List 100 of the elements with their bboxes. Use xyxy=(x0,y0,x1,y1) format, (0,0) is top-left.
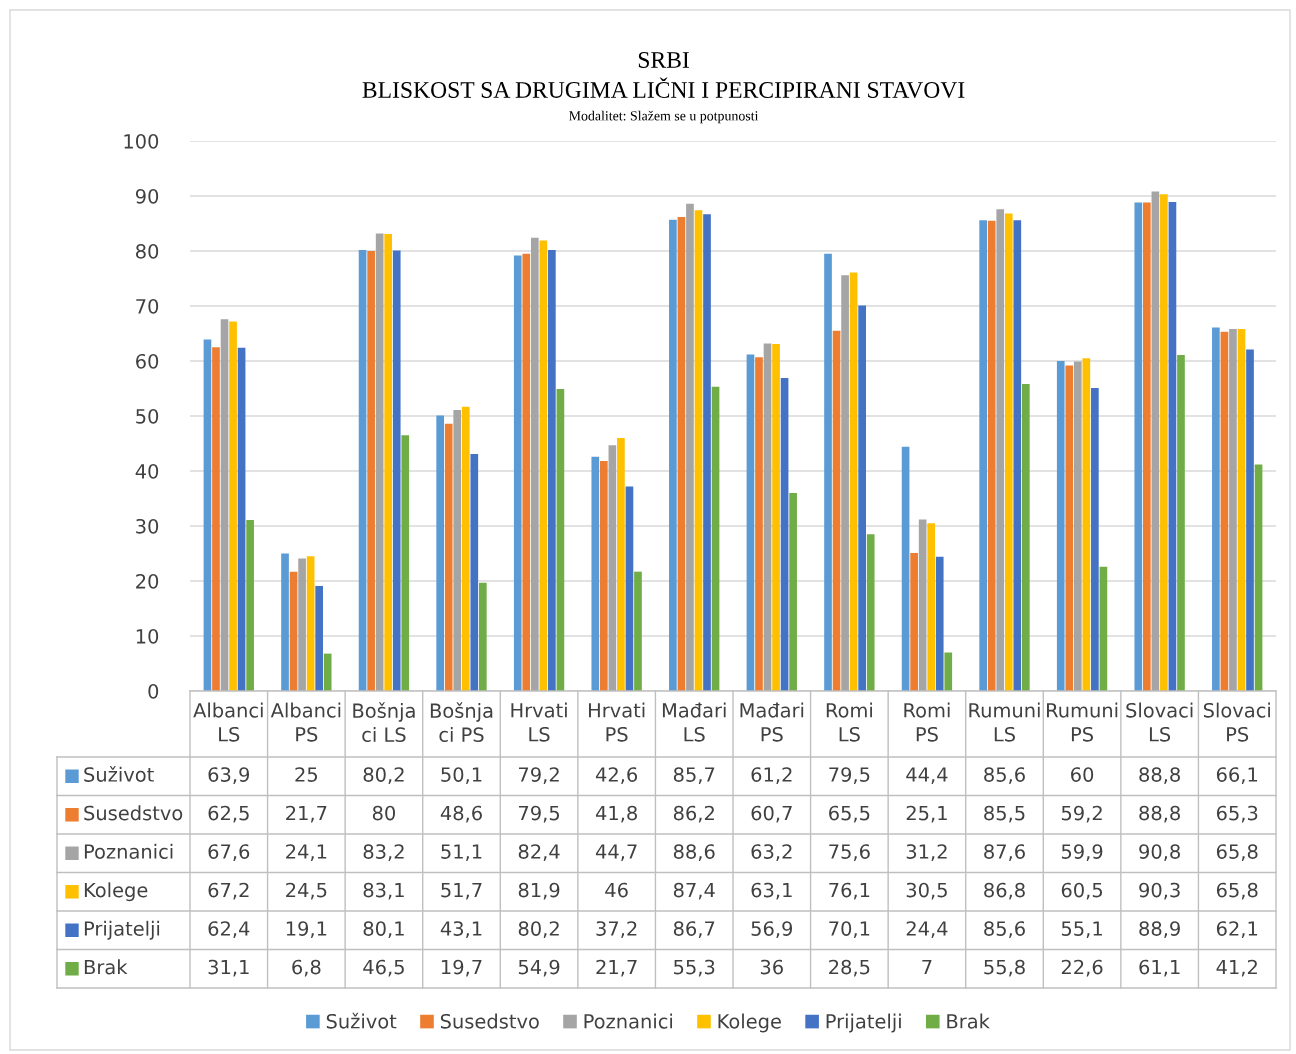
bar xyxy=(384,233,393,691)
bar xyxy=(212,347,220,691)
bar xyxy=(987,220,996,691)
bar xyxy=(910,552,918,691)
bar xyxy=(617,438,625,691)
x-tick-label: Hrvati PS xyxy=(589,702,645,742)
bar xyxy=(522,253,531,691)
data-label: 65,5 xyxy=(829,805,870,823)
y-tick-label: 60 xyxy=(136,353,159,369)
y-tick-label: 30 xyxy=(136,518,159,534)
data-label: 24,5 xyxy=(286,882,327,900)
bar xyxy=(772,343,780,691)
bar xyxy=(979,220,988,691)
data-label: 61,1 xyxy=(1139,959,1180,977)
data-label: 63,1 xyxy=(751,882,792,900)
x-tick-label: Slovaci PS xyxy=(1203,702,1270,742)
bar xyxy=(1168,202,1177,691)
bar xyxy=(358,249,367,691)
bar xyxy=(780,378,789,691)
bar xyxy=(608,445,617,691)
bar xyxy=(556,389,565,691)
bar xyxy=(694,210,703,691)
data-label: 59,9 xyxy=(1061,844,1103,861)
data-label: 65,8 xyxy=(1216,844,1258,861)
bar xyxy=(1056,361,1065,691)
y-tick-label: 40 xyxy=(135,463,159,479)
x-tick-label: Romi PS xyxy=(904,702,950,742)
x-tick-label: Albanci PS xyxy=(270,702,341,742)
data-label: 31,1 xyxy=(208,959,249,977)
data-label: 59,2 xyxy=(1061,805,1102,823)
data-label: 28,5 xyxy=(829,959,870,977)
bar xyxy=(1073,361,1082,691)
y-tick-label: 20 xyxy=(136,573,159,589)
data-label: 67,6 xyxy=(208,844,250,861)
legend-label: Brak xyxy=(84,959,128,975)
bar xyxy=(453,409,462,691)
bar xyxy=(1134,202,1143,691)
data-label: 50,1 xyxy=(441,767,482,784)
data-label: 83,2 xyxy=(363,844,404,861)
bar xyxy=(634,571,642,691)
bar xyxy=(323,653,332,691)
bar xyxy=(513,255,522,691)
bar xyxy=(935,556,944,691)
bar xyxy=(669,219,677,691)
data-label: 86,8 xyxy=(984,882,1025,900)
bar xyxy=(677,216,686,691)
y-tick-label: 70 xyxy=(136,298,159,314)
data-label: 55,3 xyxy=(674,959,715,977)
y-tick-label: 100 xyxy=(124,133,159,149)
data-label: 43,1 xyxy=(440,921,482,938)
text: Poznanici xyxy=(584,1013,673,1029)
bar xyxy=(1099,566,1108,691)
y-tick-label: 90 xyxy=(135,188,159,204)
data-label: 55,1 xyxy=(1061,921,1102,938)
x-tick-label: Albanci LS xyxy=(193,702,263,742)
bar xyxy=(548,249,556,691)
data-label: 88,9 xyxy=(1139,921,1180,938)
data-label: 30,5 xyxy=(906,882,947,900)
data-label: 63,9 xyxy=(208,767,250,784)
data-label: 62,1 xyxy=(1216,921,1258,938)
text: Susedstvo xyxy=(440,1013,539,1029)
data-label: 60 xyxy=(1071,767,1094,782)
bar xyxy=(1212,327,1220,691)
data-label: 88,8 xyxy=(1139,767,1180,784)
bar xyxy=(470,453,479,691)
data-label: 48,6 xyxy=(440,805,482,823)
legend-label: Suživot xyxy=(84,766,154,782)
data-label: 46 xyxy=(605,882,628,898)
data-label: 87,4 xyxy=(673,882,715,900)
data-label: 25 xyxy=(295,767,318,782)
data-label: 62,4 xyxy=(208,921,250,938)
data-label: 44,7 xyxy=(595,844,637,861)
data-label: 41,2 xyxy=(1216,959,1257,977)
data-label: 42,6 xyxy=(595,767,638,784)
bar xyxy=(841,275,849,691)
bar xyxy=(849,272,858,691)
bar xyxy=(392,250,401,691)
legend-label: Susedstvo xyxy=(84,805,183,821)
text: Prijatelji xyxy=(826,1013,901,1033)
bar xyxy=(539,240,548,691)
bar xyxy=(1065,365,1074,691)
data-label: 63,2 xyxy=(751,844,792,861)
bar xyxy=(1229,329,1237,691)
bar xyxy=(711,386,720,691)
bar xyxy=(436,415,445,691)
data-label: 70,1 xyxy=(829,921,870,938)
bar xyxy=(1160,194,1168,691)
x-tick-label: Romi LS xyxy=(826,702,872,742)
data-label: 51,1 xyxy=(441,844,482,861)
legend-label: Prijatelji xyxy=(84,920,160,940)
bar xyxy=(858,305,866,691)
data-label: 83,1 xyxy=(363,882,404,900)
legend-label: Poznanici xyxy=(84,843,173,859)
data-label: 65,3 xyxy=(1216,805,1258,823)
bar xyxy=(1246,349,1254,691)
bar xyxy=(1220,331,1229,691)
bar xyxy=(866,534,875,691)
bar xyxy=(918,519,927,691)
data-label: 55,8 xyxy=(984,959,1025,977)
data-label: 90,8 xyxy=(1139,844,1180,861)
